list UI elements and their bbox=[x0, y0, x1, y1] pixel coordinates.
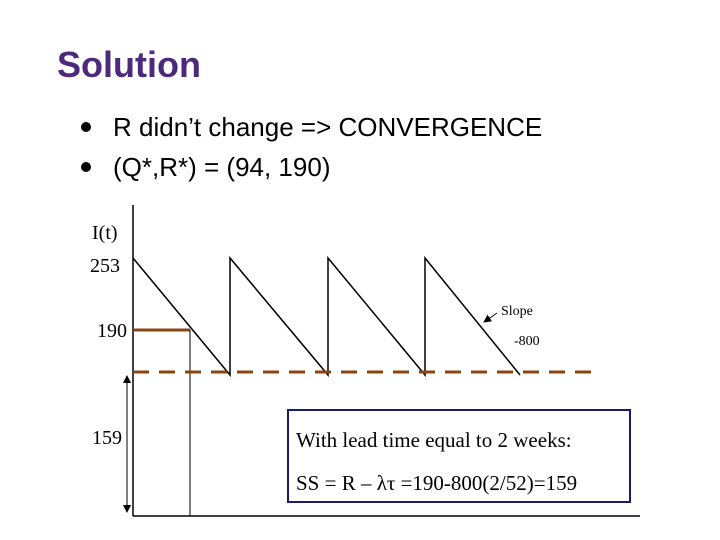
level-label: 253 bbox=[90, 255, 120, 277]
bullet-dot bbox=[81, 162, 91, 172]
note-box bbox=[287, 409, 631, 503]
bullet-text: (Q*,R*) = (94, 190) bbox=[113, 152, 330, 182]
note-text: With lead time equal to 2 weeks: bbox=[296, 428, 572, 452]
bullet-text: R didn’t change => CONVERGENCE bbox=[113, 112, 542, 142]
inventory-sawtooth bbox=[132, 255, 521, 378]
slope-arrow bbox=[483, 312, 498, 323]
slope-label: Slope bbox=[501, 304, 533, 319]
level-label: 190 bbox=[97, 320, 127, 342]
title: Solution bbox=[57, 44, 201, 85]
bullet-dot bbox=[81, 122, 91, 132]
axis-label: I(t) bbox=[92, 222, 118, 244]
note-text: SS = R – λτ =190-800(2/52)=159 bbox=[296, 471, 577, 495]
level-label: 159 bbox=[92, 427, 122, 449]
slope-value: -800 bbox=[514, 334, 540, 349]
